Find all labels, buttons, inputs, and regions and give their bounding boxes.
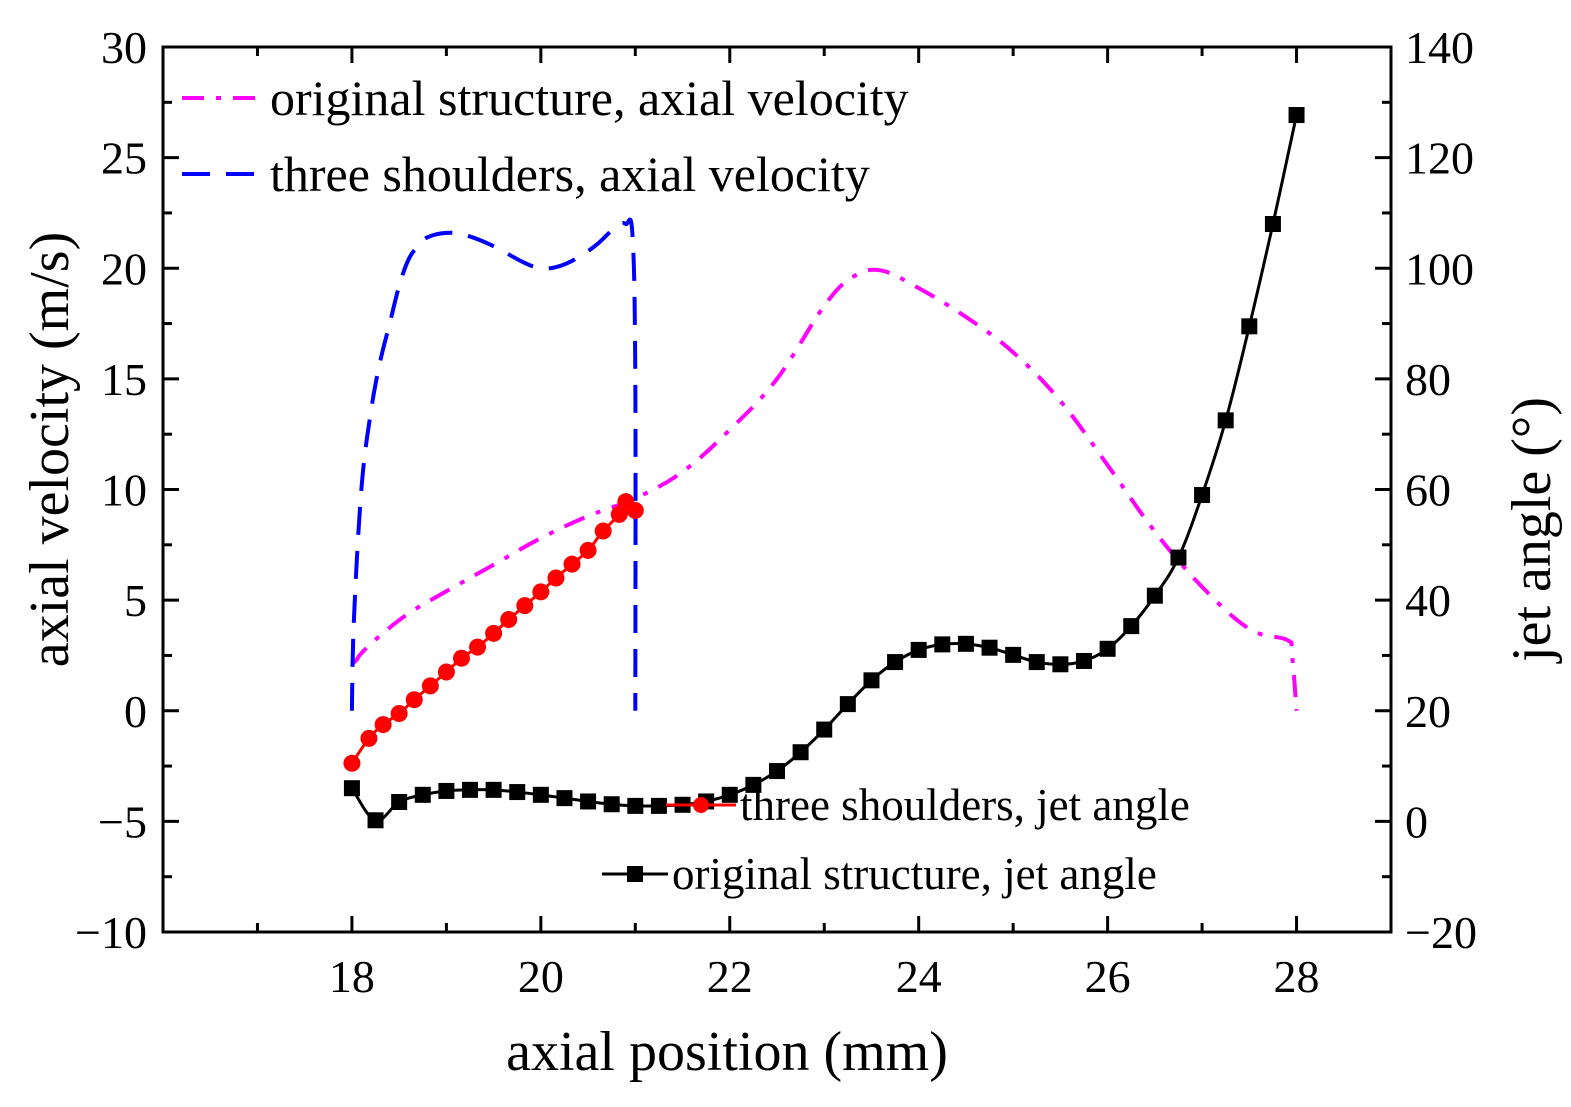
x-tick-label: 18 [329, 951, 375, 1002]
series-4-point [1005, 646, 1022, 663]
legend-label-3: three shoulders, jet angle [740, 780, 1190, 830]
series-4-point [1217, 412, 1234, 429]
series-4-point [792, 744, 809, 761]
y-tick-label: 25 [101, 133, 147, 184]
y2-tick-label: 60 [1405, 465, 1451, 516]
y-tick-label: 15 [101, 354, 147, 405]
series-3-point [516, 597, 534, 615]
series-4-point [1076, 652, 1092, 669]
series-4-point [934, 636, 951, 653]
series-3-point [485, 624, 503, 642]
series-3-point [579, 541, 597, 559]
series-4-point [414, 786, 431, 803]
y-tick-label: −5 [98, 796, 147, 847]
series-4-point [839, 696, 856, 713]
series-3-point [500, 610, 518, 628]
series-4-point [343, 780, 360, 797]
x-tick-label: 24 [896, 951, 942, 1002]
series-3-point [360, 729, 378, 747]
series-3-point [405, 691, 423, 709]
series-4-point [1194, 487, 1211, 504]
series-4-point [721, 786, 738, 803]
series-3-point [469, 638, 487, 656]
series-3-point [437, 663, 455, 681]
series-4-point [485, 781, 502, 798]
series-4-point [910, 641, 927, 658]
series-3-point [390, 705, 408, 723]
y2-tick-label: 120 [1405, 133, 1474, 184]
series-4-point [438, 782, 455, 799]
series-3-point [343, 754, 361, 772]
series-line-2 [349, 217, 638, 711]
y2-tick-label: 40 [1405, 575, 1451, 626]
series-4-point [1099, 640, 1116, 657]
x-tick-label: 28 [1274, 951, 1320, 1002]
series-line-1 [350, 267, 1299, 711]
y-tick-label: 30 [101, 22, 147, 73]
series-4-point [981, 639, 998, 656]
series-4-point [1052, 656, 1069, 673]
series-4-point [580, 793, 597, 810]
y-tick-label: −10 [75, 907, 147, 958]
legend-label-1: original structure, axial velocity [270, 70, 909, 126]
series-4-point [603, 796, 620, 813]
series-3-point [532, 583, 550, 601]
series-4-point [1028, 654, 1045, 671]
series-3-point [610, 505, 628, 523]
series-4-point [509, 784, 526, 801]
legend-label-2: three shoulders, axial velocity [270, 146, 870, 202]
legend-label-4: original structure, jet angle [672, 849, 1157, 899]
y2-tick-label: 140 [1405, 22, 1474, 73]
series-4-point [816, 721, 833, 738]
y2-tick-label: 20 [1405, 686, 1451, 737]
series-3-point [626, 502, 644, 520]
legend-marker-3 [693, 797, 709, 813]
series-3-point [547, 569, 565, 587]
series-3-point [374, 716, 392, 734]
series-4-point [1288, 107, 1305, 124]
series-4-point [1123, 618, 1140, 635]
series-3-point [421, 677, 439, 695]
series-4-point [1241, 318, 1258, 335]
y2-tick-label: 0 [1405, 796, 1428, 847]
y2-tick-label: 80 [1405, 354, 1451, 405]
y2-axis-title: jet angle (°) [1501, 397, 1563, 664]
x-tick-label: 26 [1085, 951, 1131, 1002]
series-4-point [391, 794, 408, 811]
y-tick-label: 0 [124, 686, 147, 737]
series-4-point [532, 786, 549, 803]
series-4-point [367, 812, 384, 829]
series-3-point [594, 522, 612, 540]
y-tick-label: 10 [101, 465, 147, 516]
series-4-point [957, 635, 974, 652]
x-axis-title: axial position (mm) [506, 1021, 948, 1083]
y-tick-label: 20 [101, 243, 147, 294]
series-3-point [563, 555, 581, 573]
series-4-point [1170, 549, 1187, 566]
series-3-point [452, 649, 470, 667]
y-axis-title: axial velocity (m/s) [19, 232, 81, 667]
series-4-point [887, 654, 904, 671]
series-4-point [863, 672, 880, 689]
series-4-point [462, 781, 478, 798]
x-tick-label: 22 [707, 951, 753, 1002]
series-4-point [1264, 216, 1281, 232]
series-4-point [556, 790, 573, 807]
legend-marker-4 [627, 866, 643, 882]
y2-tick-label: 100 [1405, 243, 1474, 294]
series-4-point [745, 776, 762, 793]
y2-tick-label: −20 [1405, 907, 1477, 958]
series-4-point [650, 797, 667, 814]
y-tick-label: 5 [124, 575, 147, 626]
x-tick-label: 20 [518, 951, 564, 1002]
series-4-point [627, 797, 644, 814]
series-4-point [769, 763, 785, 780]
series-line-4 [350, 114, 1299, 822]
series-4-point [1146, 587, 1163, 604]
